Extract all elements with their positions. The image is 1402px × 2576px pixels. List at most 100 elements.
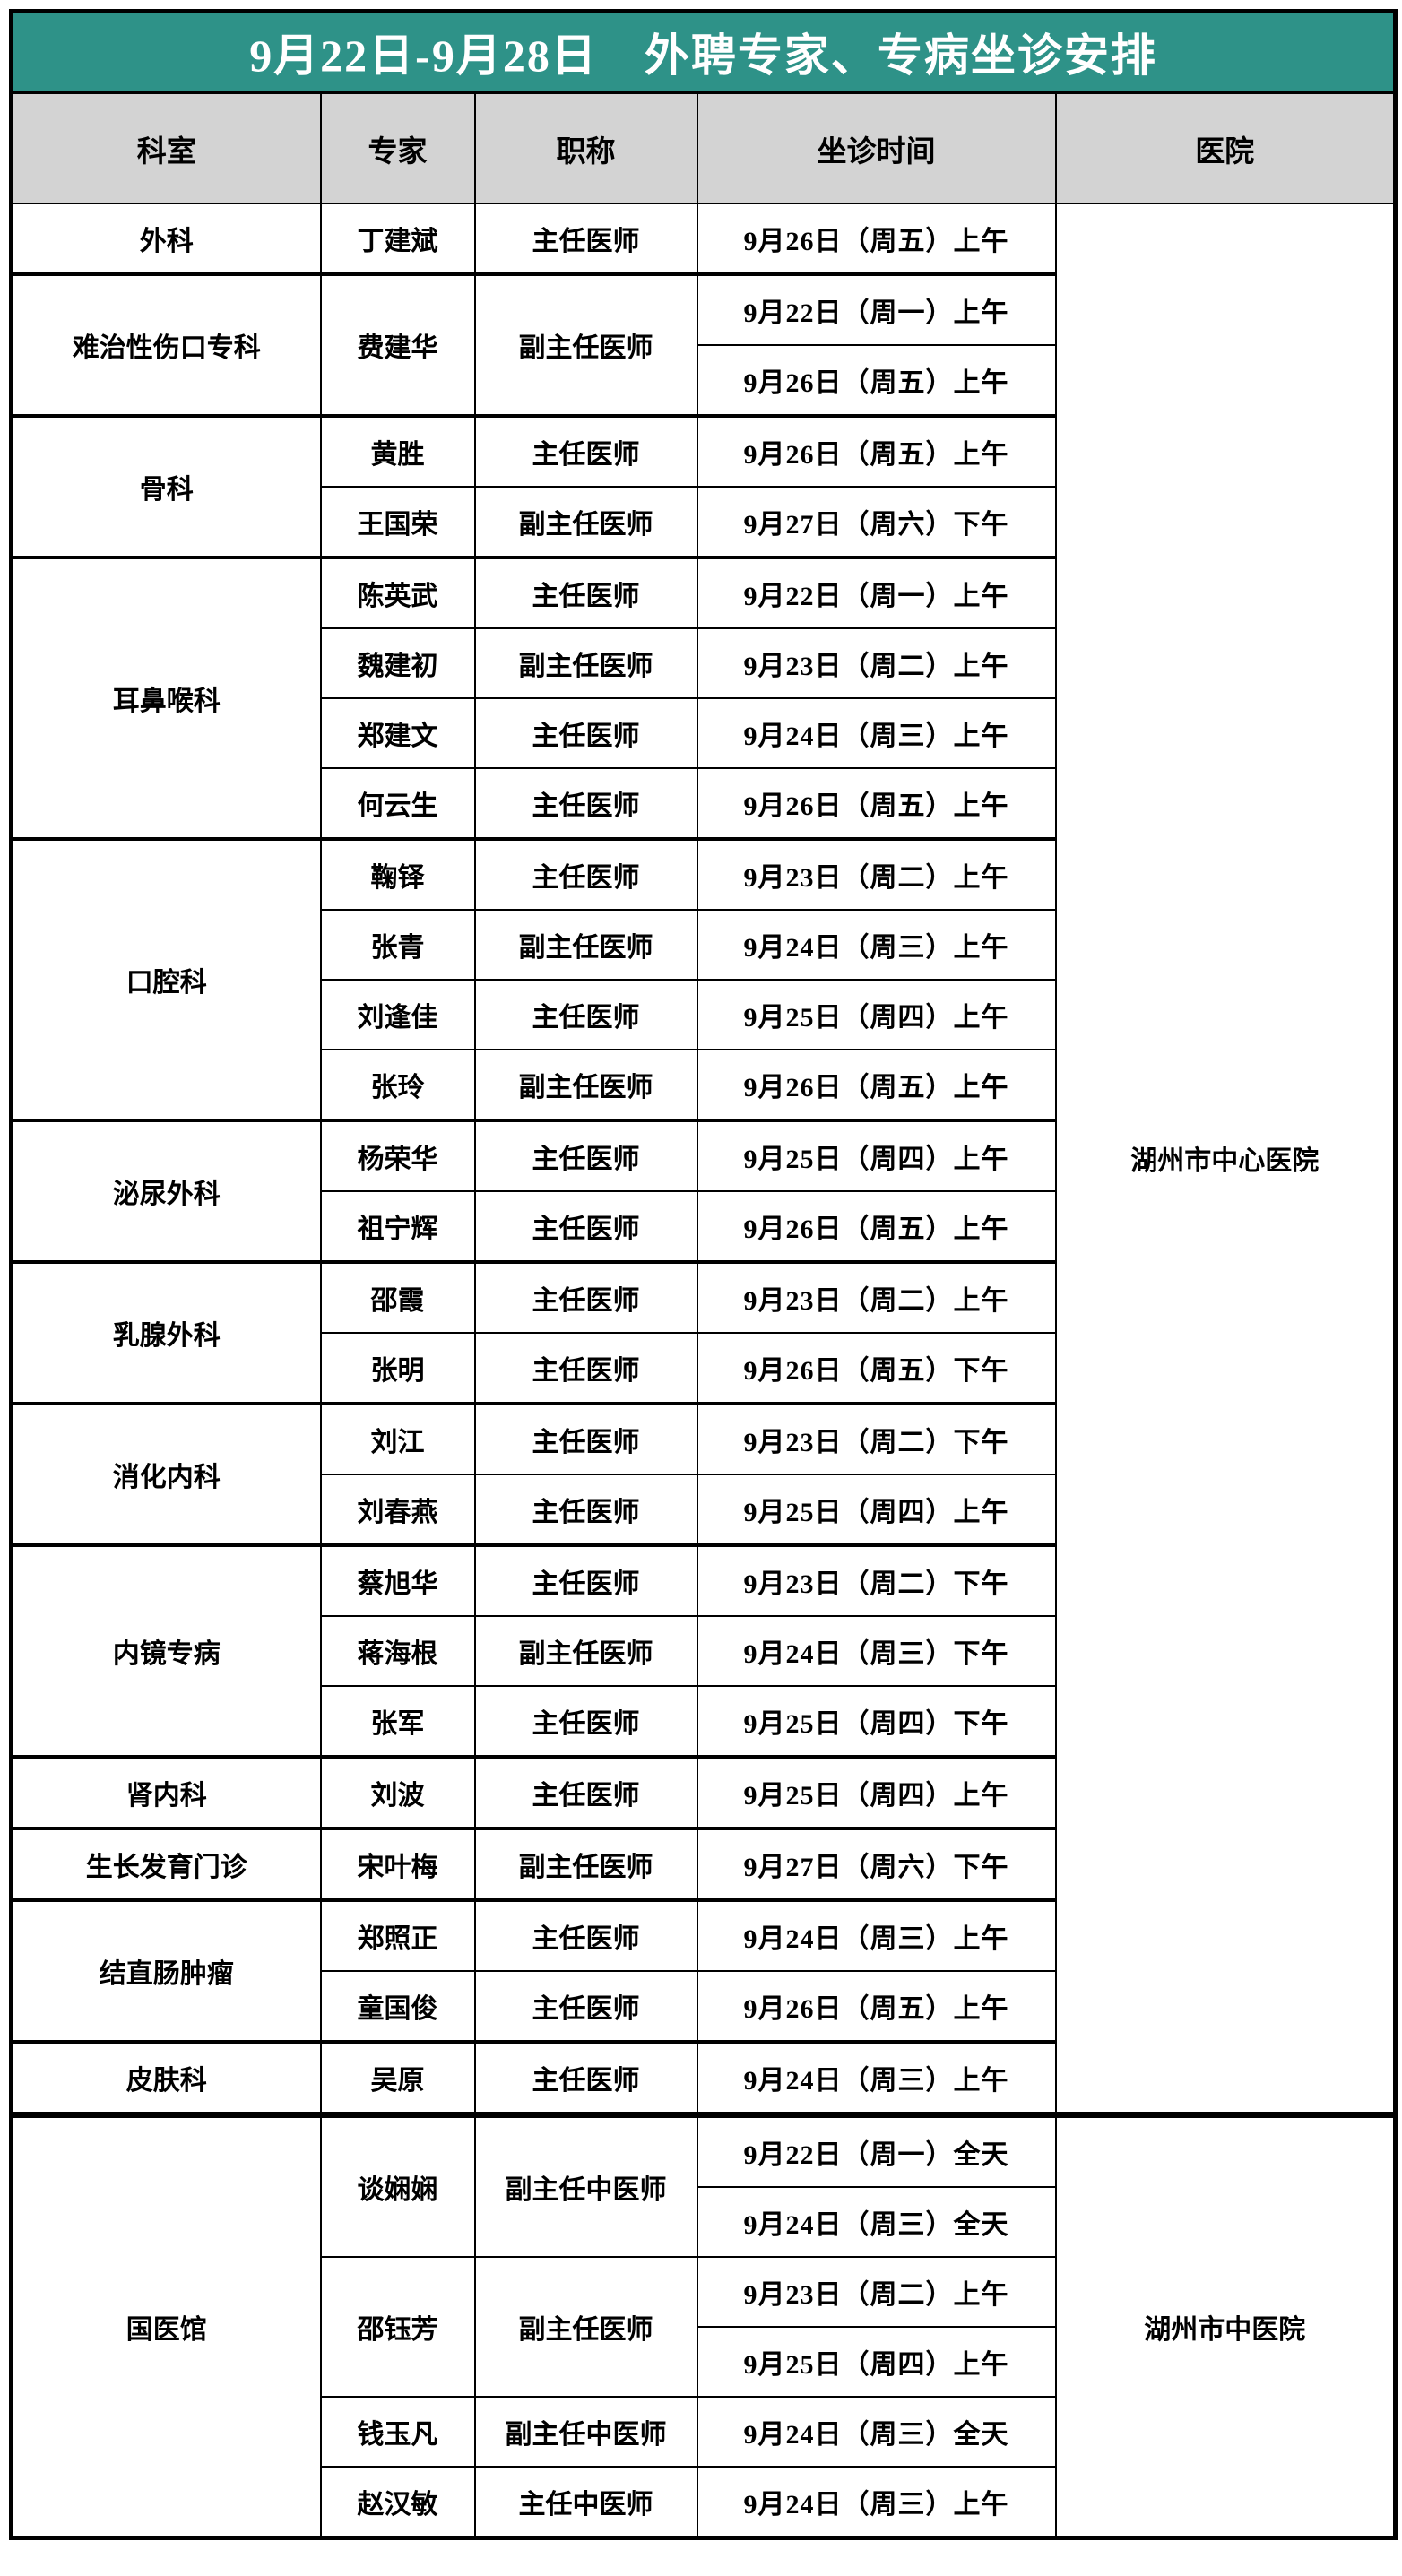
expert-title-cell: 副主任医师 xyxy=(473,2256,698,2398)
schedule-row: 肾内科 刘波 主任医师 9月25日（周四）上午 xyxy=(10,1755,1396,1829)
expert-name-cell: 刘波 xyxy=(319,1755,476,1829)
expert-title-cell: 副主任医师 xyxy=(473,1049,698,1121)
time-cell: 9月24日（周三）上午 xyxy=(696,1898,1057,1972)
expert-title-cell: 主任医师 xyxy=(473,1190,698,1263)
column-header-expert: 专家 xyxy=(319,91,476,204)
schedule-row: 童国俊 主任医师 9月26日（周五）上午 xyxy=(12,1970,1396,2043)
expert-name-cell: 谈娴娴 xyxy=(319,2112,476,2258)
schedule-row: 外科 丁建斌 主任医师 9月26日（周五）上午 湖州市中心医院 xyxy=(10,203,1397,2116)
expert-title-cell: 主任医师 xyxy=(473,767,698,840)
expert-title-cell: 主任医师 xyxy=(473,1898,698,1972)
time-cell: 9月26日（周五）上午 xyxy=(696,1049,1057,1121)
time-cell: 9月22日（周一）全天 xyxy=(696,2112,1057,2188)
expert-title-cell: 主任医师 xyxy=(473,1402,698,1475)
schedule-row: 张玲 副主任医师 9月26日（周五）上午 xyxy=(12,1049,1396,1121)
expert-title-cell: 副主任医师 xyxy=(473,1615,698,1687)
expert-name-cell: 费建华 xyxy=(319,272,476,417)
time-cell: 9月24日（周三）上午 xyxy=(696,909,1057,981)
expert-title-cell: 副主任医师 xyxy=(473,486,698,558)
expert-title-cell: 主任医师 xyxy=(473,1543,698,1617)
expert-name-cell: 刘逢佳 xyxy=(319,979,476,1050)
expert-name-cell: 宋叶梅 xyxy=(319,1827,476,1901)
time-cell: 9月25日（周四）下午 xyxy=(696,1685,1057,1758)
expert-name-cell: 吴原 xyxy=(319,2040,476,2116)
time-cell: 9月24日（周三）上午 xyxy=(696,2466,1057,2539)
time-cell: 9月24日（周三）全天 xyxy=(696,2186,1057,2258)
expert-title-cell: 主任医师 xyxy=(473,1685,698,1758)
department-cell: 国医馆 xyxy=(10,2112,322,2539)
expert-name-cell: 王国荣 xyxy=(319,486,476,558)
schedule-row: 刘春燕 主任医师 9月25日（周四）上午 xyxy=(12,1474,1396,1546)
time-cell: 9月23日（周二）上午 xyxy=(696,2256,1057,2328)
expert-name-cell: 黄胜 xyxy=(319,414,476,488)
schedule-table: 9月22日-9月28日 外聘专家、专病坐诊安排 科室 专家 职称 坐诊时间 医院… xyxy=(9,9,1398,2540)
expert-name-cell: 钱玉凡 xyxy=(319,2396,476,2468)
hospital-cell: 湖州市中医院 xyxy=(1054,2112,1397,2539)
expert-name-cell: 张青 xyxy=(319,909,476,981)
expert-name-cell: 鞠铎 xyxy=(319,837,476,911)
expert-title-cell: 主任医师 xyxy=(473,697,698,769)
expert-title-cell: 主任医师 xyxy=(473,414,698,488)
time-cell: 9月24日（周三）上午 xyxy=(696,2040,1057,2116)
time-cell: 9月23日（周二）上午 xyxy=(696,1260,1057,1334)
schedule-row: 口腔科 鞠铎 主任医师 9月23日（周二）上午 xyxy=(10,837,1396,1121)
department-cell: 生长发育门诊 xyxy=(10,1827,322,1901)
time-cell: 9月26日（周五）上午 xyxy=(696,414,1057,488)
expert-name-cell: 魏建初 xyxy=(319,627,476,699)
time-cell: 9月22日（周一）上午 xyxy=(696,272,1057,346)
schedule-row: 何云生 主任医师 9月26日（周五）上午 xyxy=(12,767,1396,840)
schedule-row: 内镜专病 蔡旭华 主任医师 9月23日（周二）下午 xyxy=(10,1543,1396,1758)
department-cell: 结直肠肿瘤 xyxy=(10,1898,322,2043)
expert-name-cell: 邵霞 xyxy=(319,1260,476,1334)
expert-name-cell: 张玲 xyxy=(319,1049,476,1121)
schedule-row: 蒋海根 副主任医师 9月24日（周三）下午 xyxy=(12,1615,1396,1687)
expert-title-cell: 主任医师 xyxy=(473,556,698,629)
schedule-row: 王国荣 副主任医师 9月27日（周六）下午 xyxy=(12,486,1396,558)
schedule-row: 骨科 黄胜 主任医师 9月26日（周五）上午 xyxy=(10,414,1396,558)
department-cell: 耳鼻喉科 xyxy=(10,556,322,840)
department-cell: 泌尿外科 xyxy=(10,1119,322,1263)
department-cell: 难治性伤口专科 xyxy=(10,272,322,417)
department-cell: 内镜专病 xyxy=(10,1543,322,1758)
schedule-row: 魏建初 副主任医师 9月23日（周二）上午 xyxy=(12,627,1396,699)
hospital-cell: 湖州市中心医院 xyxy=(1054,203,1397,2116)
time-cell: 9月25日（周四）上午 xyxy=(696,2326,1057,2398)
expert-title-cell: 主任中医师 xyxy=(473,2466,698,2539)
schedule-row: 钱玉凡 副主任中医师 9月24日（周三）全天 xyxy=(12,2396,1396,2468)
expert-title-cell: 副主任中医师 xyxy=(473,2396,698,2468)
schedule-row: 张明 主任医师 9月26日（周五）下午 xyxy=(12,1332,1396,1405)
time-cell: 9月24日（周三）上午 xyxy=(696,697,1057,769)
expert-title-cell: 主任医师 xyxy=(473,1260,698,1334)
expert-title-cell: 主任医师 xyxy=(473,1970,698,2043)
expert-name-cell: 蒋海根 xyxy=(319,1615,476,1687)
expert-name-cell: 张军 xyxy=(319,1685,476,1758)
expert-name-cell: 祖宁辉 xyxy=(319,1190,476,1263)
expert-title-cell: 副主任医师 xyxy=(473,909,698,981)
schedule-row: 消化内科 刘江 主任医师 9月23日（周二）下午 xyxy=(10,1402,1396,1546)
expert-name-cell: 何云生 xyxy=(319,767,476,840)
time-cell: 9月26日（周五）下午 xyxy=(696,1332,1057,1405)
column-header-title: 职称 xyxy=(473,91,698,204)
time-cell: 9月27日（周六）下午 xyxy=(696,486,1057,558)
expert-title-cell: 主任医师 xyxy=(473,1474,698,1546)
time-cell: 9月23日（周二）上午 xyxy=(696,837,1057,911)
expert-title-cell: 副主任医师 xyxy=(473,627,698,699)
schedule-row: 张青 副主任医师 9月24日（周三）上午 xyxy=(12,909,1396,981)
schedule-row: 皮肤科 吴原 主任医师 9月24日（周三）上午 xyxy=(10,2040,1396,2116)
column-header-department: 科室 xyxy=(10,91,322,204)
schedule-row: 9月24日（周三）全天 xyxy=(12,2186,1396,2258)
time-cell: 9月23日（周二）下午 xyxy=(696,1543,1057,1617)
expert-title-cell: 副主任中医师 xyxy=(473,2112,698,2258)
department-cell: 骨科 xyxy=(10,414,322,558)
expert-title-cell: 副主任医师 xyxy=(473,1827,698,1901)
department-cell: 消化内科 xyxy=(10,1402,322,1546)
schedule-body: 外科 丁建斌 主任医师 9月26日（周五）上午 湖州市中心医院 难治性伤口专科 费建华副主任… xyxy=(10,203,1397,2539)
expert-title-cell: 主任医师 xyxy=(473,2040,698,2116)
expert-title-cell: 主任医师 xyxy=(473,1755,698,1829)
department-cell: 口腔科 xyxy=(10,837,322,1121)
schedule-row: 9月25日（周四）上午 xyxy=(12,2326,1396,2398)
expert-name-cell: 郑建文 xyxy=(319,697,476,769)
time-cell: 9月25日（周四）上午 xyxy=(696,1755,1057,1829)
time-cell: 9月25日（周四）上午 xyxy=(696,1474,1057,1546)
